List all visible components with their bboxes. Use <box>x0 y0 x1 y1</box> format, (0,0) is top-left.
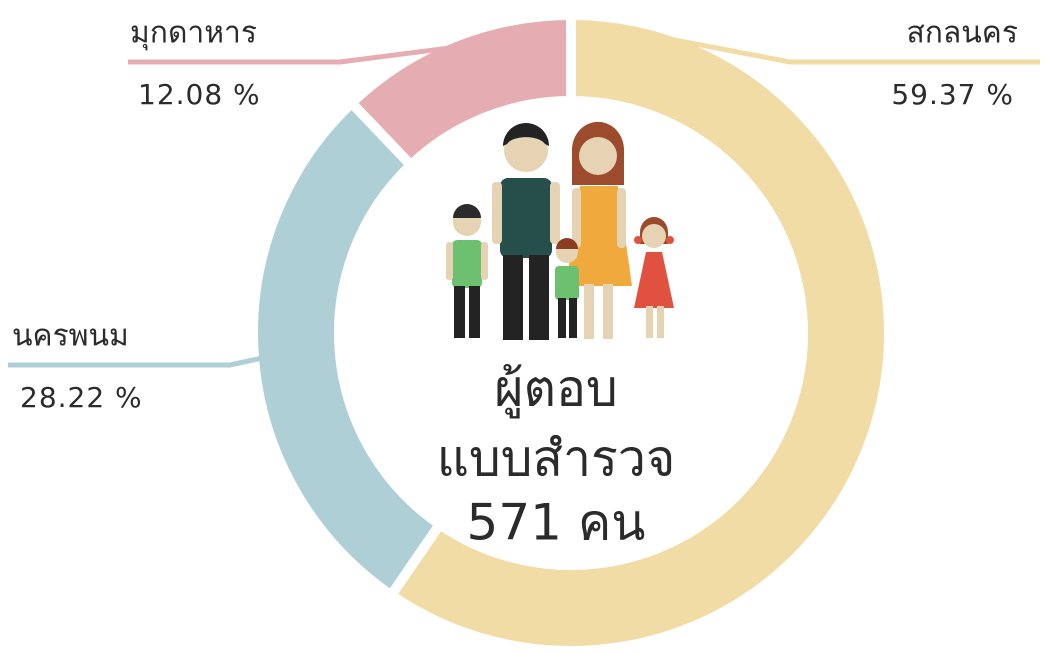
slice <box>253 103 440 595</box>
value-label: 12.08 % <box>138 78 261 111</box>
center-text: 571 คน <box>467 494 646 552</box>
slice-label: สกลนคร <box>906 16 1018 51</box>
value-label: 28.22 % <box>20 381 143 414</box>
slice-label: มุกดาหาร <box>130 16 257 52</box>
center-text: แบบสำรวจ <box>437 430 676 488</box>
slice-label: นครพนม <box>12 319 129 354</box>
center-text: ผู้ตอบ <box>494 360 618 419</box>
family-illustration <box>446 122 674 340</box>
chart: สกลนคร 59.37 % นครพนม 28.22 % มุกดาหาร 12.08 … <box>0 0 1046 653</box>
leader-line <box>8 358 264 365</box>
value-label: 59.37 % <box>891 78 1014 111</box>
